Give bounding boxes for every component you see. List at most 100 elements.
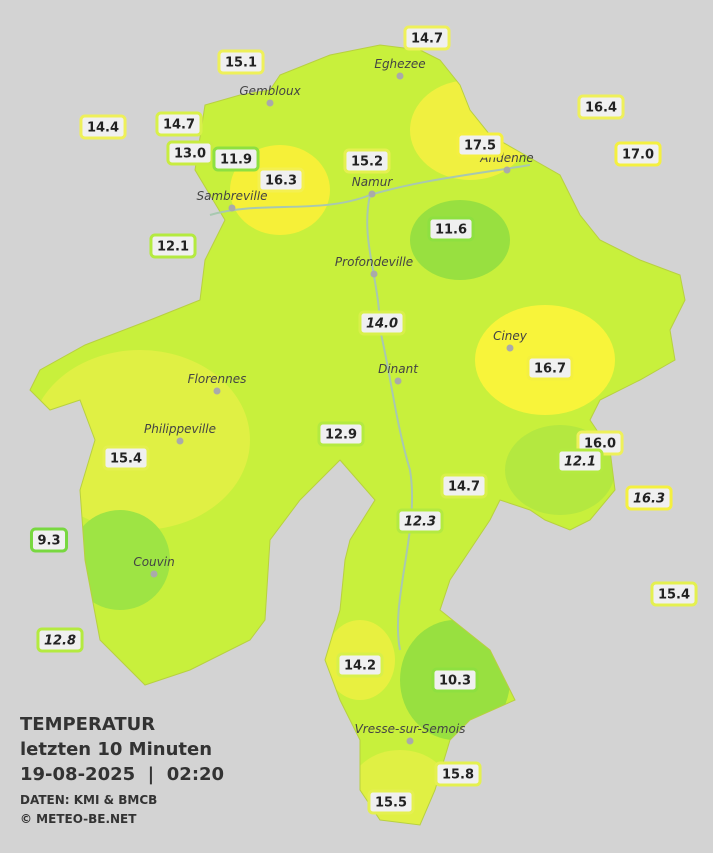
station: 11.6	[427, 216, 475, 242]
station-value: 14.7	[411, 32, 443, 47]
station-box	[212, 146, 260, 172]
station-box	[358, 310, 406, 336]
station: 12.1	[556, 448, 604, 474]
station: 14.7	[155, 111, 203, 137]
station-box	[317, 421, 365, 447]
station-box	[526, 355, 574, 381]
station-box	[556, 448, 604, 474]
city-dot	[228, 204, 236, 212]
station-value: 14.7	[163, 118, 195, 133]
station-box	[29, 527, 69, 553]
station-box	[166, 140, 214, 166]
station-box	[367, 789, 415, 815]
city-dot	[176, 437, 184, 445]
station: 14.7	[440, 473, 488, 499]
station-box	[614, 141, 662, 167]
station-box	[456, 132, 504, 158]
station-value: 16.7	[534, 362, 566, 377]
station-value: 14.2	[344, 659, 376, 674]
station: 14.4	[79, 114, 127, 140]
city-label: Namur	[352, 175, 394, 189]
station: 16.4	[577, 94, 625, 120]
station-value: 9.3	[37, 534, 60, 549]
station: 12.3	[396, 508, 444, 534]
station: 15.4	[102, 445, 150, 471]
station-box	[403, 25, 451, 51]
city-label: Gembloux	[239, 84, 301, 98]
city-label: Sambreville	[196, 189, 267, 203]
station: 12.9	[317, 421, 365, 447]
station: 12.8	[36, 627, 84, 653]
station-box	[577, 94, 625, 120]
station-value: 10.3	[439, 674, 471, 689]
station: 15.1	[217, 49, 265, 75]
station-box	[440, 473, 488, 499]
city-dot	[150, 570, 158, 578]
city-dot	[506, 344, 514, 352]
station-value: 16.3	[265, 174, 297, 189]
station-value: 15.5	[375, 796, 407, 811]
station-box	[257, 167, 305, 193]
station-value: 13.0	[174, 147, 206, 162]
info-source: DATEN: KMI & BMCB	[20, 793, 157, 807]
info-datetime: 19-08-2025 | 02:20	[20, 764, 224, 785]
city-dot	[370, 270, 378, 278]
station-value: 15.1	[225, 56, 257, 71]
station-box	[625, 485, 673, 511]
station-box	[431, 667, 479, 693]
station-box	[79, 114, 127, 140]
station-value: 14.4	[87, 121, 119, 136]
station-value: 16.0	[584, 437, 616, 452]
station: 9.3	[29, 527, 69, 553]
station-value: 15.2	[351, 155, 383, 170]
city-label: Dinant	[378, 362, 419, 376]
station-box	[217, 49, 265, 75]
city-dot	[396, 72, 404, 80]
city-dot	[406, 737, 414, 745]
station-box	[155, 111, 203, 137]
station: 16.3	[625, 485, 673, 511]
station: 15.5	[367, 789, 415, 815]
station-box	[336, 652, 384, 678]
city-dot	[213, 387, 221, 395]
station: 16.7	[526, 355, 574, 381]
city-label: Couvin	[133, 555, 174, 569]
station: 15.8	[434, 761, 482, 787]
station-value: 14.0	[366, 317, 398, 332]
stations: 14.7 15.1 16.4 14.4 14.7 13.0 11.9 16.3 15.2 17.5…	[29, 25, 698, 815]
station: 14.2	[336, 652, 384, 678]
station: 10.3	[431, 667, 479, 693]
city-label: Eghezee	[374, 57, 425, 71]
station-value: 12.1	[564, 455, 596, 470]
station-value: 11.6	[435, 223, 467, 238]
info-period: letzten 10 Minuten	[20, 739, 212, 760]
station: 12.1	[149, 233, 197, 259]
station-box	[36, 627, 84, 653]
station-value: 17.5	[464, 139, 496, 154]
station-value: 16.4	[585, 101, 617, 116]
station-box	[650, 581, 698, 607]
station: 17.5	[456, 132, 504, 158]
station: 14.0	[358, 310, 406, 336]
city-dot	[266, 99, 274, 107]
station: 15.4	[650, 581, 698, 607]
station-box	[149, 233, 197, 259]
station-value: 17.0	[622, 148, 654, 163]
station-box	[102, 445, 150, 471]
city-label: Philippeville	[144, 422, 216, 436]
info-title: TEMPERATUR	[20, 714, 155, 735]
station: 16.3	[257, 167, 305, 193]
city-label: Ciney	[493, 329, 528, 343]
station-value: 12.3	[404, 515, 436, 530]
station-box	[396, 508, 444, 534]
station-value: 11.9	[220, 153, 252, 168]
station: 14.7	[403, 25, 451, 51]
station-value: 14.7	[448, 480, 480, 495]
city-label: Florennes	[188, 372, 247, 386]
info-copyright: © METEO-BE.NET	[20, 812, 137, 826]
station-value: 12.8	[44, 634, 76, 649]
station: 13.0	[166, 140, 214, 166]
station-box	[427, 216, 475, 242]
station-box	[434, 761, 482, 787]
